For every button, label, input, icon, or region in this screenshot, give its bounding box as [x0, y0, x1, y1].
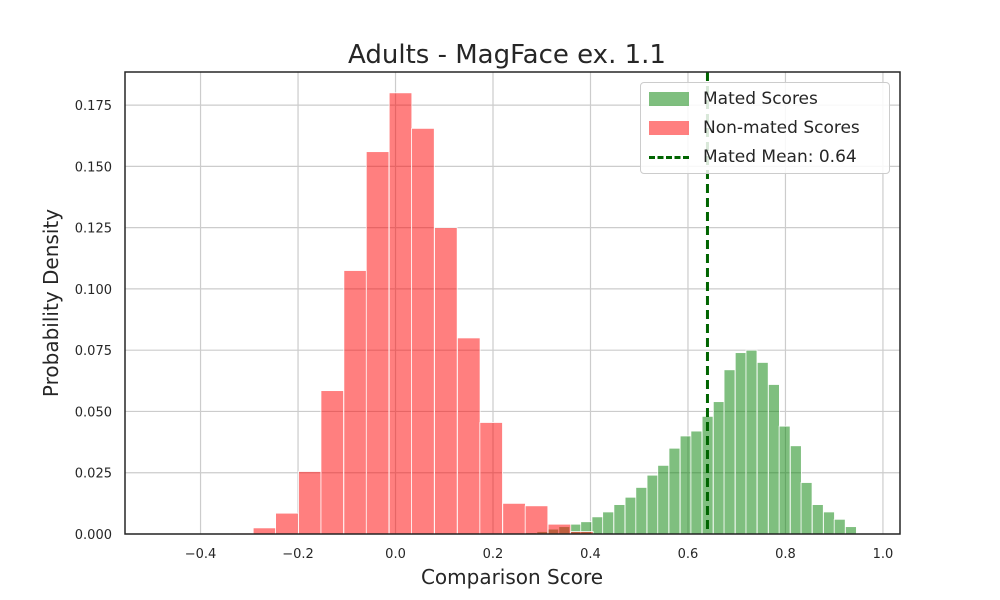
x-tick-label: −0.2 — [282, 547, 314, 562]
nonmated-bar — [524, 505, 549, 535]
y-tick-label: 0.125 — [75, 222, 112, 237]
mated-bar — [591, 516, 604, 535]
y-tick-label: 0.150 — [75, 160, 112, 175]
nonmated-bar — [252, 527, 277, 535]
nonmated-bar — [434, 227, 458, 535]
x-axis-ticks: −0.4 −0.2 0.0 0.2 0.4 0.6 0.8 1.0 — [185, 547, 894, 562]
mated-bar — [624, 496, 637, 535]
mated-bar — [668, 447, 681, 535]
legend-swatch-mated — [649, 92, 689, 106]
mated-bar — [613, 504, 626, 535]
y-tick-label: 0.000 — [75, 528, 112, 543]
mated-bar — [823, 511, 835, 535]
nonmated-bar — [457, 337, 481, 535]
mated-bar — [845, 526, 857, 535]
legend: Mated Scores Non-mated Scores Mated Mean… — [640, 82, 890, 174]
nonmated-bar — [411, 127, 435, 535]
legend-label-mean: Mated Mean: 0.64 — [703, 147, 857, 167]
y-tick-label: 0.075 — [75, 344, 112, 359]
mated-bar — [745, 349, 758, 535]
mated-bars — [525, 349, 857, 535]
mated-bar — [778, 425, 791, 535]
mated-bar — [734, 352, 747, 535]
y-tick-label: 0.050 — [75, 405, 112, 420]
nonmated-bar — [502, 502, 526, 535]
legend-item-mated: Mated Scores — [649, 88, 818, 110]
nonmated-bar — [479, 422, 503, 535]
legend-label-mated: Mated Scores — [703, 89, 818, 109]
mated-bar — [635, 487, 648, 535]
mated-bar — [756, 362, 769, 535]
plot-frame — [124, 71, 901, 535]
y-tick-label: 0.100 — [75, 283, 112, 298]
nonmated-bar — [320, 390, 345, 535]
x-tick-label: 0.2 — [483, 547, 504, 562]
y-tick-label: 0.025 — [75, 467, 112, 482]
legend-swatch-mean — [649, 155, 689, 159]
y-tick-label: 0.175 — [75, 99, 112, 114]
mated-bar — [602, 511, 615, 535]
mated-bar — [712, 401, 725, 535]
y-axis-ticks: 0.000 0.025 0.050 0.075 0.100 0.125 0.150 0.175 — [75, 99, 112, 543]
mated-bar — [657, 464, 670, 535]
mated-bar — [833, 518, 846, 535]
chart-title: Adults - MagFace ex. 1.1 — [348, 40, 666, 70]
mated-bar — [767, 384, 780, 535]
nonmated-bar — [547, 523, 572, 535]
mated-bar — [701, 415, 714, 535]
nonmated-bar — [365, 151, 390, 535]
x-axis-label: Comparison Score — [421, 565, 603, 589]
x-tick-label: 1.0 — [873, 547, 894, 562]
x-tick-label: 0.0 — [385, 547, 406, 562]
mated-bar — [723, 369, 736, 535]
mated-bar — [789, 445, 802, 535]
legend-swatch-nonmated — [649, 121, 689, 135]
x-tick-label: 0.8 — [775, 547, 796, 562]
x-tick-label: 0.6 — [678, 547, 699, 562]
mated-bar — [800, 482, 813, 535]
mated-bar — [811, 504, 824, 535]
legend-item-mean: Mated Mean: 0.64 — [649, 146, 857, 168]
nonmated-bar — [388, 92, 413, 535]
nonmated-bar — [343, 270, 367, 535]
x-tick-label: 0.4 — [580, 547, 601, 562]
legend-item-nonmated: Non-mated Scores — [649, 117, 860, 139]
mated-bar — [690, 430, 703, 535]
mated-bar — [646, 474, 659, 535]
nonmated-bars — [229, 92, 594, 535]
nonmated-bar — [275, 512, 299, 535]
x-tick-label: −0.4 — [185, 547, 217, 562]
y-axis-label: Probability Density — [39, 209, 63, 397]
mated-bar — [679, 435, 692, 535]
legend-label-nonmated: Non-mated Scores — [703, 118, 860, 138]
nonmated-bar — [298, 471, 322, 535]
